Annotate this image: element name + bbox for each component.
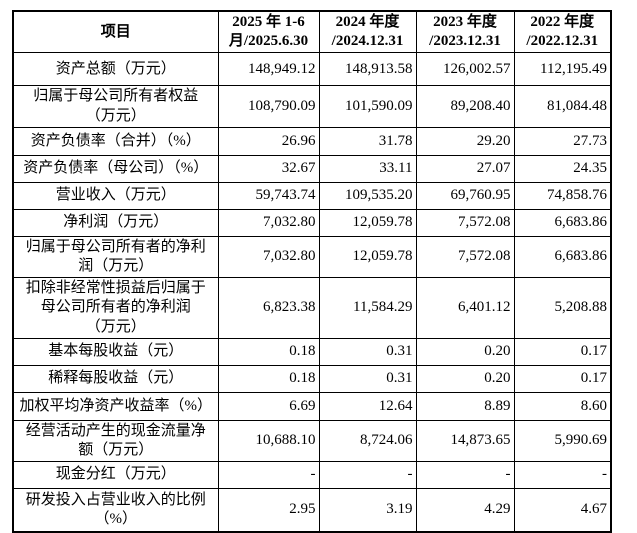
- value-cell: 59,743.74: [217, 181, 320, 210]
- value-cell: 12,059.78: [318, 235, 417, 279]
- value-cell: 109,535.20: [318, 181, 417, 210]
- value-cell: 0.18: [217, 337, 320, 366]
- header-period-2022: 2022 年度 /2022.12.31: [513, 10, 612, 54]
- value-cell: 4.29: [415, 488, 515, 533]
- value-cell: 27.07: [415, 154, 515, 183]
- table-row-parent-net-profit: 归属于母公司所有者的净利 润（万元） 7,032.80 12,059.78 7,…: [12, 235, 612, 279]
- row-label: 资产负债率（合并）（%）: [12, 126, 219, 156]
- table-row-revenue: 营业收入（万元） 59,743.74 109,535.20 69,760.95 …: [12, 181, 612, 210]
- table-row-weighted-roe: 加权平均净资产收益率（%） 6.69 12.64 8.89 8.60: [12, 391, 612, 421]
- value-cell: 148,949.12: [217, 52, 320, 87]
- value-cell: 112,195.49: [513, 52, 612, 87]
- value-cell: 8.60: [513, 391, 612, 421]
- row-label: 营业收入（万元）: [12, 181, 219, 210]
- value-cell: 12.64: [318, 391, 417, 421]
- table-row-diluted-eps: 稀释每股收益（元） 0.18 0.31 0.20 0.17: [12, 364, 612, 393]
- value-cell: 33.11: [318, 154, 417, 183]
- table-row-operating-cash-flow: 经营活动产生的现金流量净 额（万元） 10,688.10 8,724.06 14…: [12, 419, 612, 463]
- row-label: 归属于母公司所有者权益 （万元）: [12, 85, 219, 128]
- value-cell: 29.20: [415, 126, 515, 156]
- value-cell: 3.19: [318, 488, 417, 533]
- value-cell: 12,059.78: [318, 208, 417, 237]
- value-cell: 101,590.09: [318, 85, 417, 128]
- table-row-debt-ratio-consolidated: 资产负债率（合并）（%） 26.96 31.78 29.20 27.73: [12, 126, 612, 156]
- header-item-label: 项目: [12, 10, 219, 54]
- row-label: 扣除非经常性损益后归属于 母公司所有者的净利润 （万元）: [12, 277, 219, 339]
- table-row-parent-equity: 归属于母公司所有者权益 （万元） 108,790.09 101,590.09 8…: [12, 85, 612, 128]
- value-cell: 108,790.09: [217, 85, 320, 128]
- value-cell: 32.67: [217, 154, 320, 183]
- value-cell: 6,683.86: [513, 208, 612, 237]
- value-cell: 14,873.65: [415, 419, 515, 463]
- value-cell: -: [318, 461, 417, 490]
- value-cell: 126,002.57: [415, 52, 515, 87]
- table-row-rd-ratio: 研发投入占营业收入的比例 （%） 2.95 3.19 4.29 4.67: [12, 488, 612, 533]
- value-cell: 31.78: [318, 126, 417, 156]
- value-cell: 0.20: [415, 337, 515, 366]
- table-header-row: 项目 2025 年 1-6 月/2025.6.30 2024 年度 /2024.…: [12, 10, 612, 54]
- value-cell: 0.18: [217, 364, 320, 393]
- value-cell: 0.17: [513, 364, 612, 393]
- value-cell: 89,208.40: [415, 85, 515, 128]
- value-cell: 8,724.06: [318, 419, 417, 463]
- row-label: 经营活动产生的现金流量净 额（万元）: [12, 419, 219, 463]
- row-label: 归属于母公司所有者的净利 润（万元）: [12, 235, 219, 279]
- row-label: 稀释每股收益（元）: [12, 364, 219, 393]
- value-cell: 7,032.80: [217, 208, 320, 237]
- value-cell: 8.89: [415, 391, 515, 421]
- row-label: 研发投入占营业收入的比例 （%）: [12, 488, 219, 533]
- row-label: 基本每股收益（元）: [12, 337, 219, 366]
- table-row-net-profit: 净利润（万元） 7,032.80 12,059.78 7,572.08 6,68…: [12, 208, 612, 237]
- row-label: 净利润（万元）: [12, 208, 219, 237]
- value-cell: 0.31: [318, 364, 417, 393]
- value-cell: 6.69: [217, 391, 320, 421]
- header-period-2024: 2024 年度 /2024.12.31: [318, 10, 417, 54]
- value-cell: 0.17: [513, 337, 612, 366]
- header-period-2023: 2023 年度 /2023.12.31: [415, 10, 515, 54]
- value-cell: -: [217, 461, 320, 490]
- value-cell: 148,913.58: [318, 52, 417, 87]
- value-cell: 27.73: [513, 126, 612, 156]
- row-label: 现金分红（万元）: [12, 461, 219, 490]
- value-cell: -: [415, 461, 515, 490]
- value-cell: 6,683.86: [513, 235, 612, 279]
- table-row-cash-dividend: 现金分红（万元） - - - -: [12, 461, 612, 490]
- financial-summary-table: 项目 2025 年 1-6 月/2025.6.30 2024 年度 /2024.…: [12, 10, 612, 533]
- table-row-deducted-net-profit: 扣除非经常性损益后归属于 母公司所有者的净利润 （万元） 6,823.38 11…: [12, 277, 612, 339]
- value-cell: 7,572.08: [415, 208, 515, 237]
- value-cell: 7,572.08: [415, 235, 515, 279]
- value-cell: 0.20: [415, 364, 515, 393]
- value-cell: 11,584.29: [318, 277, 417, 339]
- value-cell: 6,401.12: [415, 277, 515, 339]
- value-cell: 7,032.80: [217, 235, 320, 279]
- row-label: 资产负债率（母公司）（%）: [12, 154, 219, 183]
- value-cell: 69,760.95: [415, 181, 515, 210]
- row-label: 资产总额（万元）: [12, 52, 219, 87]
- value-cell: 10,688.10: [217, 419, 320, 463]
- value-cell: 26.96: [217, 126, 320, 156]
- row-label: 加权平均净资产收益率（%）: [12, 391, 219, 421]
- table-row-debt-ratio-parent: 资产负债率（母公司）（%） 32.67 33.11 27.07 24.35: [12, 154, 612, 183]
- table-row-total-assets: 资产总额（万元） 148,949.12 148,913.58 126,002.5…: [12, 52, 612, 87]
- table-row-basic-eps: 基本每股收益（元） 0.18 0.31 0.20 0.17: [12, 337, 612, 366]
- value-cell: 2.95: [217, 488, 320, 533]
- value-cell: 4.67: [513, 488, 612, 533]
- value-cell: 24.35: [513, 154, 612, 183]
- value-cell: 0.31: [318, 337, 417, 366]
- value-cell: 6,823.38: [217, 277, 320, 339]
- value-cell: 74,858.76: [513, 181, 612, 210]
- header-period-2025: 2025 年 1-6 月/2025.6.30: [217, 10, 320, 54]
- value-cell: 5,990.69: [513, 419, 612, 463]
- value-cell: 81,084.48: [513, 85, 612, 128]
- value-cell: 5,208.88: [513, 277, 612, 339]
- value-cell: -: [513, 461, 612, 490]
